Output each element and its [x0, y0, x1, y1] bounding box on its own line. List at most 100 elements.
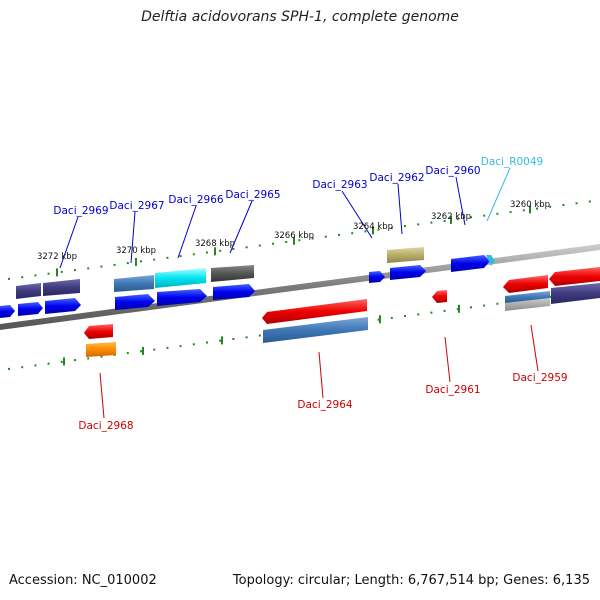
- minor-tick: [443, 309, 446, 312]
- minor-tick: [562, 204, 565, 206]
- scale-label: 3270 kbp: [116, 246, 156, 256]
- minor-tick: [404, 225, 406, 228]
- leader-line: [59, 216, 79, 269]
- gene-arrow[interactable]: [549, 267, 600, 286]
- minor-tick: [126, 262, 129, 265]
- gene-arrow[interactable]: [211, 265, 254, 282]
- minor-tick: [192, 343, 195, 346]
- gene-arrow[interactable]: [213, 284, 255, 300]
- minor-tick: [390, 226, 393, 229]
- minor-tick: [285, 241, 288, 243]
- gene-arrow[interactable]: [505, 291, 550, 303]
- gene-arrow[interactable]: [114, 275, 154, 292]
- minor-tick: [258, 334, 261, 337]
- leader-line: [455, 176, 466, 226]
- minor-tick: [549, 295, 552, 298]
- minor-tick: [192, 253, 195, 256]
- gene-label-daci-2964[interactable]: Daci_2964: [297, 399, 353, 411]
- accession-label: Accession: NC_010002: [9, 573, 157, 588]
- minor-tick: [496, 212, 499, 215]
- leader-line: [99, 372, 105, 419]
- gene-arrow[interactable]: [551, 283, 600, 304]
- gene-label-daci-2966[interactable]: Daci_2966: [168, 194, 224, 206]
- minor-tick: [232, 248, 235, 250]
- gene-arrow[interactable]: [451, 255, 490, 272]
- minor-tick: [470, 216, 472, 219]
- major-tick: [372, 226, 374, 235]
- gene-arrow[interactable]: [369, 271, 385, 283]
- gene-label-daci-2962[interactable]: Daci_2962: [369, 172, 424, 184]
- minor-tick: [351, 232, 354, 235]
- gene-arrow[interactable]: [115, 294, 155, 310]
- gene-label-daci-2965[interactable]: Daci_2965: [225, 189, 280, 201]
- minor-tick: [377, 228, 380, 231]
- gene-arrow[interactable]: [84, 324, 113, 339]
- minor-tick: [245, 246, 248, 249]
- gene-label-daci-2961[interactable]: Daci_2961: [425, 384, 480, 396]
- minor-tick: [456, 308, 459, 311]
- minor-tick: [443, 219, 446, 222]
- minor-tick: [206, 341, 208, 344]
- gene-arrow[interactable]: [263, 317, 368, 343]
- minor-tick: [417, 223, 420, 226]
- gene-arrow[interactable]: [43, 279, 80, 296]
- gene-label-daci-r0049[interactable]: Daci_R0049: [481, 156, 543, 168]
- minor-tick: [87, 357, 90, 360]
- gene-arrow[interactable]: [262, 299, 367, 324]
- minor-tick: [430, 311, 433, 314]
- rna-arrow[interactable]: [486, 255, 495, 266]
- leader-line: [530, 324, 539, 372]
- forward-outer-row: [16, 247, 495, 299]
- minor-tick: [219, 249, 222, 252]
- minor-tick: [311, 237, 314, 240]
- major-tick: [135, 257, 137, 266]
- leader-line: [318, 351, 324, 399]
- gene-arrow[interactable]: [86, 342, 116, 357]
- gene-label-daci-2959[interactable]: Daci_2959: [512, 372, 567, 384]
- minor-tick: [100, 355, 103, 358]
- minor-tick: [8, 277, 10, 280]
- genome-backbone: [0, 244, 600, 330]
- gene-label-daci-2963[interactable]: Daci_2963: [312, 179, 367, 191]
- gene-label-daci-2968[interactable]: Daci_2968: [78, 420, 133, 432]
- minor-tick: [21, 366, 24, 369]
- minor-tick: [219, 339, 222, 342]
- minor-tick: [74, 269, 76, 272]
- minor-tick: [47, 362, 50, 365]
- gene-label-daci-2960[interactable]: Daci_2960: [425, 165, 480, 177]
- reverse-inner-row: [262, 267, 600, 324]
- major-tick: [221, 336, 223, 345]
- minor-tick: [74, 359, 76, 362]
- minor-tick: [298, 239, 301, 242]
- major-tick: [450, 215, 452, 224]
- major-tick: [379, 315, 381, 324]
- gene-arrow[interactable]: [45, 298, 81, 314]
- minor-tick: [536, 207, 538, 210]
- minor-tick: [258, 244, 261, 247]
- gene-arrow[interactable]: [18, 302, 43, 316]
- gene-arrow[interactable]: [155, 268, 206, 288]
- minor-tick: [60, 360, 63, 363]
- minor-tick: [179, 345, 182, 348]
- minor-tick: [430, 221, 433, 224]
- minor-tick: [364, 230, 367, 233]
- gene-arrow[interactable]: [157, 289, 207, 306]
- gene-arrow[interactable]: [0, 305, 15, 318]
- gene-arrow[interactable]: [432, 290, 447, 303]
- minor-tick: [153, 348, 156, 351]
- gene-arrow[interactable]: [16, 283, 41, 299]
- genome-title: Delftia acidovorans SPH-1, complete geno…: [141, 9, 459, 25]
- gene-arrow[interactable]: [503, 275, 548, 293]
- scale-label: 3260 kbp: [510, 200, 550, 210]
- major-tick: [214, 247, 216, 256]
- gene-label-daci-2967[interactable]: Daci_2967: [109, 200, 164, 212]
- minor-tick: [324, 235, 327, 238]
- major-tick: [142, 346, 144, 355]
- gene-arrow[interactable]: [390, 265, 426, 280]
- minor-tick: [338, 233, 340, 236]
- minor-tick: [522, 209, 525, 212]
- minor-tick: [34, 274, 37, 277]
- gene-arrow[interactable]: [387, 247, 424, 263]
- minor-tick: [47, 272, 50, 275]
- gene-label-daci-2969[interactable]: Daci_2969: [53, 205, 108, 217]
